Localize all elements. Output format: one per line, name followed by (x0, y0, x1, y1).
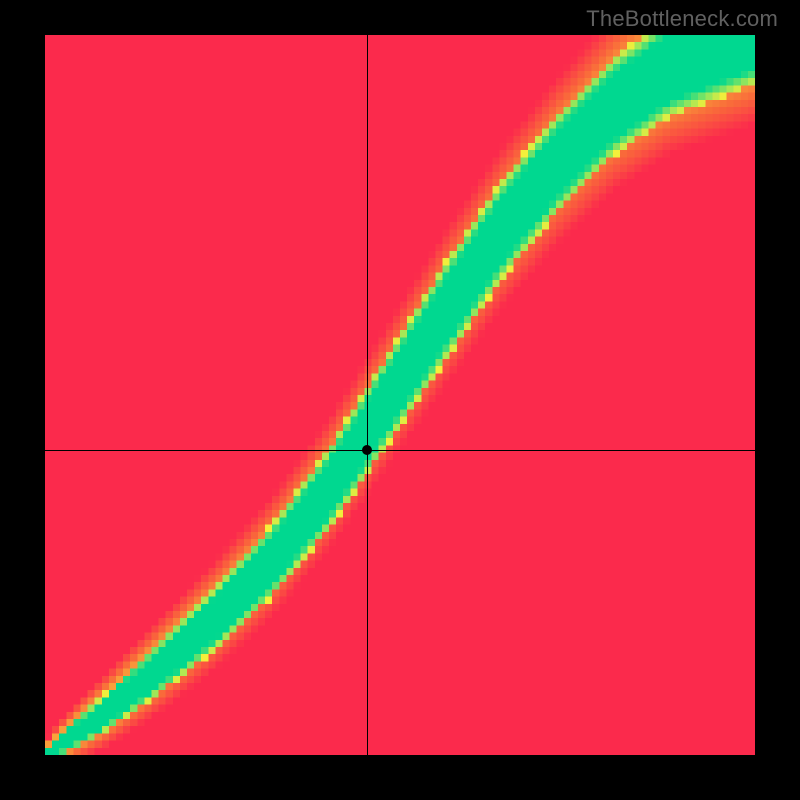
crosshair-horizontal (45, 450, 755, 451)
watermark-text: TheBottleneck.com (586, 6, 778, 32)
bottleneck-heatmap (45, 35, 755, 755)
crosshair-vertical (367, 35, 368, 755)
selection-marker-dot (362, 445, 372, 455)
plot-area (45, 35, 755, 755)
